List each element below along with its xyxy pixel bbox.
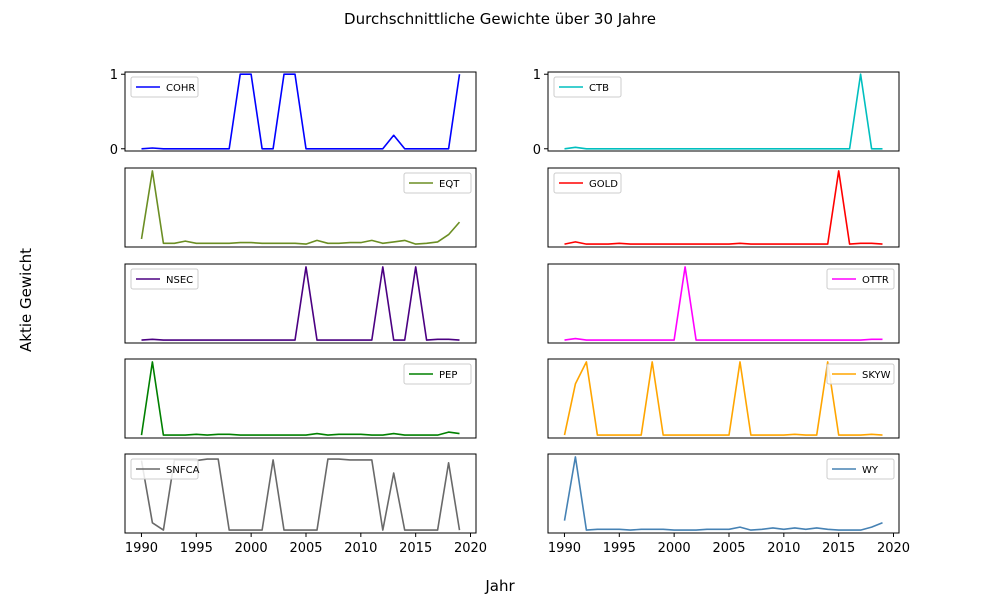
x-tick-label: 2005 — [289, 541, 322, 556]
legend-box — [403, 172, 472, 194]
x-tick-label: 2015 — [399, 541, 432, 556]
subplot-skyw: SKYW — [547, 358, 900, 439]
legend-label: NSEC — [166, 275, 193, 286]
x-tick-label: 1995 — [603, 541, 636, 556]
axes-frame — [547, 263, 900, 344]
legend-wy: WY — [826, 458, 895, 480]
x-tick-label: 2020 — [454, 541, 487, 556]
legend-label: PEP — [439, 370, 457, 381]
legend-box — [403, 363, 472, 385]
legend-label: COHR — [166, 83, 195, 94]
legend-box — [553, 76, 622, 98]
series-line-nsec — [141, 266, 460, 341]
y-tick-label: 1 — [533, 68, 541, 83]
legend-label: CTB — [589, 83, 609, 94]
axes-frame — [547, 71, 900, 152]
x-tick-label: 2005 — [712, 541, 745, 556]
subplot-eqt: EQT — [124, 167, 477, 248]
x-tick-label: 1995 — [180, 541, 213, 556]
series-line-pep — [140, 361, 460, 436]
y-tick-label: 0 — [533, 143, 541, 158]
legend-cohr: COHR — [130, 76, 199, 98]
legend-label: SKYW — [862, 370, 891, 381]
subplot-ottr: OTTR — [547, 263, 900, 344]
figure-title: Durchschnittliche Gewichte über 30 Jahre — [344, 10, 656, 28]
subplot-snfca: 1990 1995 2000 2005 2010 2015 2020 SNFCA — [124, 453, 487, 556]
legend-box — [553, 172, 622, 194]
legend-box — [826, 268, 895, 290]
axes-frame — [547, 453, 900, 534]
subplot-nsec: NSEC — [124, 263, 477, 344]
series-line-gold — [564, 170, 883, 245]
legend-box — [130, 268, 199, 290]
legend-box — [130, 458, 199, 480]
x-tick-label: 2000 — [658, 541, 691, 556]
legend-snfca: SNFCA — [130, 458, 200, 480]
legend-box — [130, 76, 199, 98]
x-tick-label: 2015 — [822, 541, 855, 556]
x-tick-label: 2000 — [235, 541, 268, 556]
y-tick-label: 1 — [110, 68, 118, 83]
legend-nsec: NSEC — [130, 268, 199, 290]
legend-ctb: CTB — [553, 76, 622, 98]
series-line-eqt — [140, 170, 461, 245]
legend-box — [826, 363, 895, 385]
subplot-gold: GOLD — [547, 167, 900, 248]
subplot-wy: 1990 1995 2000 2005 2010 2015 2020 WY — [547, 453, 910, 556]
x-tick-label: 1990 — [548, 541, 581, 556]
series-line-ottr — [564, 266, 883, 341]
axes-frame — [124, 263, 477, 344]
series-line-ctb — [564, 73, 883, 150]
axes-frame — [124, 358, 477, 439]
legend-pep: PEP — [403, 363, 472, 385]
x-tick-label: 2020 — [877, 541, 910, 556]
axes-frame — [547, 167, 900, 248]
legend-gold: GOLD — [553, 172, 622, 194]
subplot-pep: PEP — [124, 358, 477, 439]
axes-frame — [547, 358, 900, 439]
legend-skyw: SKYW — [826, 363, 895, 385]
legend-box — [826, 458, 895, 480]
x-axis-label: Jahr — [484, 577, 515, 595]
subplot-ctb: 0 1 CTB — [533, 68, 900, 158]
x-tick-label: 2010 — [767, 541, 800, 556]
x-tick-label: 2010 — [344, 541, 377, 556]
axes-frame — [124, 167, 477, 248]
legend-label: SNFCA — [166, 465, 200, 476]
legend-label: OTTR — [862, 275, 889, 286]
series-line-wy — [563, 456, 883, 531]
legend-label: GOLD — [589, 179, 618, 190]
legend-ottr: OTTR — [826, 268, 895, 290]
series-line-cohr — [141, 73, 461, 150]
axes-frame — [124, 71, 477, 152]
legend-label: WY — [862, 465, 879, 476]
y-axis-label: Aktie Gewicht — [17, 248, 35, 352]
x-tick-label: 1990 — [125, 541, 158, 556]
legend-eqt: EQT — [403, 172, 472, 194]
legend-label: EQT — [439, 179, 460, 190]
subplot-cohr: 0 1 COHR — [110, 68, 477, 158]
y-tick-label: 0 — [110, 143, 118, 158]
axes-frame — [124, 453, 477, 534]
